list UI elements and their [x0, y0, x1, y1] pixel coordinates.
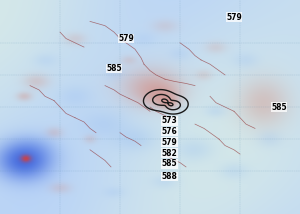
- Text: 576: 576: [162, 127, 177, 136]
- Text: 585: 585: [271, 103, 287, 111]
- Text: 579: 579: [162, 138, 177, 147]
- Text: 588: 588: [162, 172, 177, 181]
- Text: 579: 579: [226, 13, 242, 22]
- Text: 585: 585: [106, 64, 122, 73]
- Text: 579: 579: [118, 34, 134, 43]
- Text: 585: 585: [162, 159, 177, 168]
- Text: 582: 582: [162, 149, 177, 158]
- Text: 573: 573: [162, 116, 177, 125]
